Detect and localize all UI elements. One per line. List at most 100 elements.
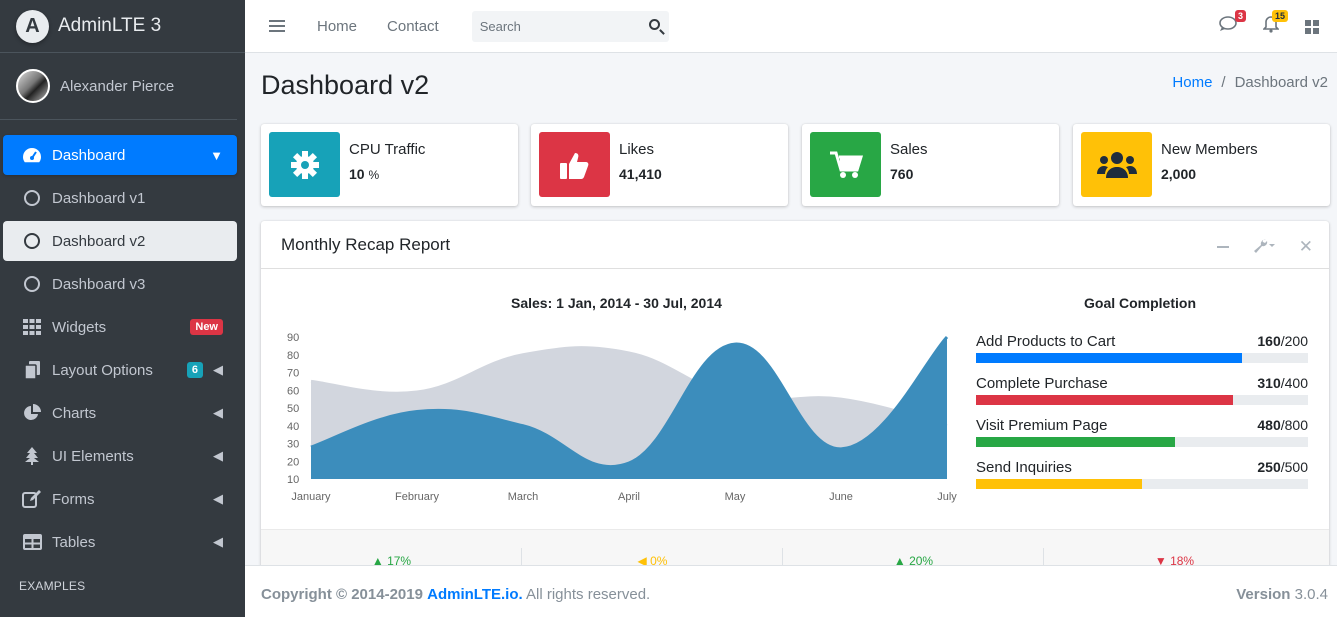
- brand-link[interactable]: A AdminLTE 3: [0, 0, 245, 53]
- sidebar-item-label: Forms: [52, 490, 95, 508]
- top-navbar: Home Contact Search 3 15: [245, 0, 1337, 53]
- chevron-left-icon: ◀: [213, 534, 223, 549]
- sidebar-nav: Dashboard ▼ Dashboard v1 Dashboard v2 Da…: [0, 120, 245, 562]
- count-badge: 6: [186, 362, 203, 378]
- goal-completion-title: Goal Completion: [1084, 295, 1196, 311]
- info-box-likes: Likes 41,410: [531, 124, 788, 206]
- search-placeholder: Search: [479, 18, 521, 34]
- main-footer: Copyright © 2014-2019 AdminLTE.io. All r…: [245, 565, 1337, 617]
- x-tick-label: February: [395, 491, 440, 503]
- copyright: Copyright © 2014-2019 AdminLTE.io. All r…: [261, 586, 651, 603]
- monthly-recap-card: Monthly Recap Report ✕ Sales: 1 Jan, 201…: [261, 221, 1329, 581]
- circle-icon: [24, 276, 40, 292]
- chevron-left-icon: ◀: [213, 491, 223, 506]
- collapse-minus-icon[interactable]: [1216, 246, 1229, 248]
- shopping-cart-icon: [810, 132, 881, 197]
- goal-value: 310/400: [1257, 375, 1308, 391]
- sidebar-item-tables[interactable]: Tables ◀: [3, 522, 237, 562]
- edit-icon: [21, 490, 43, 508]
- x-tick-label: May: [725, 491, 746, 503]
- y-tick-label: 80: [287, 350, 299, 362]
- notifications-button[interactable]: 15: [1262, 9, 1288, 38]
- goal-progress-bar: [976, 395, 1308, 405]
- y-tick-label: 60: [287, 385, 299, 397]
- sidebar-item-charts[interactable]: Charts ◀: [3, 393, 237, 433]
- x-tick-label: January: [291, 491, 331, 503]
- sidebar-item-widgets[interactable]: Widgets New: [3, 307, 237, 347]
- user-name[interactable]: Alexander Pierce: [60, 77, 175, 95]
- footer-stat: ▲ 20%: [783, 548, 1044, 578]
- sidebar-item-label: Dashboard v2: [52, 232, 146, 250]
- x-tick-label: June: [829, 491, 853, 503]
- y-tick-label: 30: [287, 439, 299, 451]
- sidebar-item-dashboard[interactable]: Dashboard ▼: [3, 135, 237, 175]
- footer-stat: ▲ 17%: [261, 548, 522, 578]
- x-tick-label: March: [508, 491, 539, 503]
- sidebar-item-forms[interactable]: Forms ◀: [3, 479, 237, 519]
- sidebar-item-ui-elements[interactable]: UI Elements ◀: [3, 436, 237, 476]
- sidebar-item-dashboard-v2[interactable]: Dashboard v2: [3, 221, 237, 261]
- breadcrumb-home-link[interactable]: Home: [1172, 74, 1213, 91]
- goal-progress-fill: [976, 353, 1242, 363]
- goal-progress-item: Complete Purchase 310/400: [976, 375, 1308, 405]
- sidebar-item-label: Widgets: [52, 318, 107, 336]
- card-tools: ✕: [1216, 237, 1313, 257]
- messages-button[interactable]: 3: [1219, 10, 1246, 37]
- goal-value: 480/800: [1257, 417, 1308, 433]
- info-box-value: 41,410: [619, 166, 662, 182]
- nav-link-home[interactable]: Home: [317, 17, 358, 35]
- chevron-left-icon: ◀: [213, 405, 223, 420]
- goal-progress-bar: [976, 437, 1308, 447]
- y-tick-label: 20: [287, 456, 299, 468]
- goal-progress-item: Add Products to Cart 160/200: [976, 333, 1308, 363]
- notifications-badge: 15: [1271, 9, 1288, 22]
- sidebar-item-layout-options[interactable]: Layout Options 6 ◀: [3, 350, 237, 390]
- avatar: [16, 69, 50, 103]
- goal-progress-item: Visit Premium Page 480/800: [976, 417, 1308, 447]
- users-icon: [1081, 132, 1152, 197]
- series-1-line: [310, 335, 949, 469]
- circle-icon: [24, 233, 40, 249]
- x-tick-label: July: [937, 491, 957, 503]
- info-box-label: New Members: [1161, 141, 1258, 158]
- info-box-label: Likes: [619, 141, 655, 158]
- sidebar-item-dashboard-v3[interactable]: Dashboard v3: [3, 264, 237, 304]
- chevron-left-icon: ◀: [213, 448, 223, 463]
- page-title: Dashboard v2: [261, 70, 430, 100]
- tachometer-icon: [21, 147, 43, 163]
- close-icon[interactable]: ✕: [1298, 237, 1313, 256]
- sidebar-item-label: Dashboard v3: [52, 275, 146, 293]
- goal-label: Add Products to Cart: [976, 333, 1116, 350]
- search-input[interactable]: Search: [471, 10, 669, 42]
- goal-progress-fill: [976, 479, 1142, 489]
- info-box-value: 760: [890, 166, 914, 182]
- footer-stat: ◀ 0%: [522, 548, 783, 578]
- sidebar-item-label: Dashboard v1: [52, 189, 146, 207]
- th-icon: [21, 319, 43, 335]
- messages-badge: 3: [1234, 10, 1246, 22]
- info-box-value: 2,000: [1161, 166, 1197, 182]
- info-box-new-members: New Members 2,000: [1073, 124, 1330, 206]
- goal-label: Send Inquiries: [976, 459, 1072, 476]
- info-box-sales: Sales 760: [802, 124, 1059, 206]
- wrench-dropdown-icon[interactable]: [1253, 237, 1275, 257]
- info-box-label: CPU Traffic: [349, 141, 426, 158]
- table-icon: [21, 534, 43, 550]
- user-panel[interactable]: Alexander Pierce: [0, 53, 237, 120]
- nav-link-contact[interactable]: Contact: [387, 17, 439, 35]
- control-sidebar-grid-icon[interactable]: [1305, 19, 1319, 34]
- chart-title: Sales: 1 Jan, 2014 - 30 Jul, 2014: [511, 295, 722, 311]
- search-icon[interactable]: [648, 18, 660, 30]
- main-sidebar: A AdminLTE 3 Alexander Pierce Dashboard …: [0, 0, 245, 617]
- breadcrumb-current: Dashboard v2: [1234, 74, 1328, 91]
- sidebar-item-label: Tables: [52, 533, 96, 551]
- sidebar-item-dashboard-v1[interactable]: Dashboard v1: [3, 178, 237, 218]
- goal-label: Visit Premium Page: [976, 417, 1108, 434]
- footer-brand-link[interactable]: AdminLTE.io.: [427, 586, 523, 603]
- series-1-area: [311, 337, 947, 479]
- hamburger-menu-icon[interactable]: [269, 20, 285, 32]
- y-tick-label: 10: [287, 474, 299, 486]
- info-box-label: Sales: [890, 141, 928, 158]
- pie-chart-icon: [21, 404, 43, 422]
- series-0-line: [310, 346, 948, 428]
